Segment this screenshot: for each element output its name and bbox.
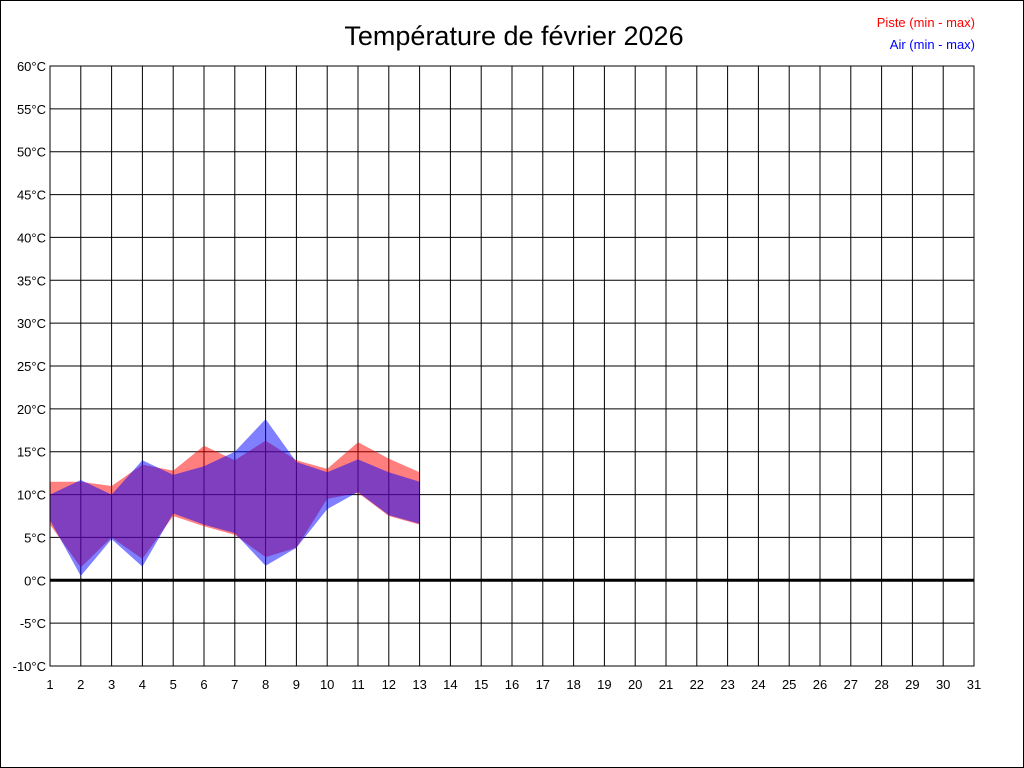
y-tick-label: -5°C	[20, 616, 46, 631]
x-tick-label: 27	[844, 677, 858, 692]
grid	[49, 65, 975, 667]
x-tick-label: 19	[597, 677, 611, 692]
x-tick-label: 23	[720, 677, 734, 692]
y-tick-label: -10°C	[13, 659, 46, 674]
x-tick-label: 17	[536, 677, 550, 692]
x-tick-label: 5	[170, 677, 177, 692]
x-tick-label: 11	[351, 677, 365, 692]
x-tick-label: 26	[813, 677, 827, 692]
x-tick-label: 9	[293, 677, 300, 692]
x-tick-label: 13	[412, 677, 426, 692]
axes	[49, 65, 975, 667]
x-tick-label: 3	[108, 677, 115, 692]
x-tick-label: 24	[751, 677, 765, 692]
x-tick-label: 8	[262, 677, 269, 692]
y-tick-label: 0°C	[24, 573, 46, 588]
x-tick-label: 12	[382, 677, 396, 692]
y-tick-label: 50°C	[17, 145, 46, 160]
y-tick-label: 45°C	[17, 188, 46, 203]
x-tick-label: 10	[320, 677, 334, 692]
x-tick-label: 7	[231, 677, 238, 692]
x-tick-label: 25	[782, 677, 796, 692]
y-tick-label: 10°C	[17, 488, 46, 503]
x-tick-label: 14	[443, 677, 457, 692]
x-tick-labels: 1 2 3 4 5 6 7 8 9 10 11 12 13 14 15 16 17 18 19 20 21 22 23 24 2…	[46, 677, 981, 692]
y-tick-label: 15°C	[17, 445, 46, 460]
x-tick-label: 30	[936, 677, 950, 692]
x-tick-label: 29	[905, 677, 919, 692]
legend: Piste (min - max) Air (min - max)	[877, 15, 975, 52]
x-tick-label: 21	[659, 677, 673, 692]
area-series-2	[50, 419, 420, 576]
y-tick-label: 25°C	[17, 359, 46, 374]
x-tick-label: 6	[200, 677, 207, 692]
x-tick-label: 28	[874, 677, 888, 692]
x-tick-label: 31	[967, 677, 981, 692]
x-tick-label: 22	[690, 677, 704, 692]
y-tick-label: 55°C	[17, 102, 46, 117]
y-tick-label: 20°C	[17, 402, 46, 417]
x-tick-label: 16	[505, 677, 519, 692]
chart-title: Température de février 2026	[344, 21, 683, 51]
x-tick-label: 18	[566, 677, 580, 692]
x-tick-label: 20	[628, 677, 642, 692]
y-tick-label: 30°C	[17, 316, 46, 331]
x-tick-label: 2	[77, 677, 84, 692]
x-tick-label: 15	[474, 677, 488, 692]
y-tick-label: 35°C	[17, 273, 46, 288]
area-series	[50, 419, 420, 576]
y-tick-label: 5°C	[24, 530, 46, 545]
legend-entry-2: Air (min - max)	[890, 37, 975, 52]
plot-border	[49, 65, 975, 667]
x-tick-label: 4	[139, 677, 146, 692]
legend-entry-1: Piste (min - max)	[877, 15, 975, 30]
y-tick-label: 40°C	[17, 230, 46, 245]
x-tick-label: 1	[46, 677, 53, 692]
y-tick-label: 60°C	[17, 59, 46, 74]
y-tick-labels: -10°C -5°C 0°C 5°C 10°C 15°C 20°C 25°C 30°C 35°C 4…	[13, 59, 46, 674]
